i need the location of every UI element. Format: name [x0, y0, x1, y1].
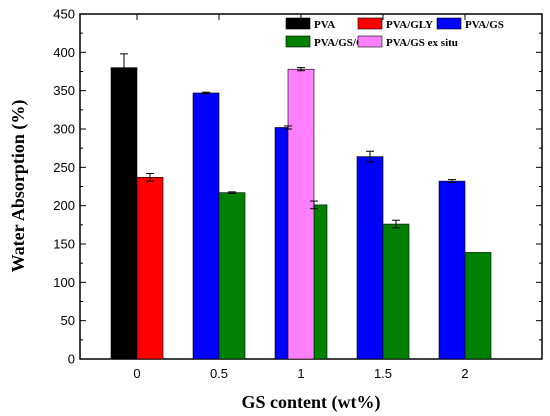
legend-swatch — [357, 35, 383, 48]
legend-label: PVA — [314, 19, 335, 31]
x-axis-ticks: 0 0.5 1 1.5 2 — [133, 14, 469, 381]
x-tick-label: 1.5 — [374, 366, 392, 381]
y-axis-title: Water Absorption (%) — [8, 100, 29, 273]
y-tick-label: 200 — [53, 198, 75, 213]
y-tick-label: 300 — [53, 122, 75, 137]
y-tick-label: 350 — [53, 83, 75, 98]
error-bar-group — [120, 53, 456, 229]
y-tick-label: 450 — [53, 7, 75, 22]
y-tick-label: 100 — [53, 275, 75, 290]
y-tick-label: 50 — [61, 313, 75, 328]
x-tick-label: 0.5 — [210, 366, 228, 381]
x-tick-label: 1 — [297, 366, 304, 381]
bar-pva-gly — [136, 177, 164, 360]
y-tick-label: 150 — [53, 237, 75, 252]
bar-pva-gs-gly — [464, 252, 492, 360]
y-tick-label: 0 — [68, 352, 75, 367]
legend-label: PVA/GS — [465, 19, 504, 31]
bar-pva-gs-ex-situ — [287, 68, 315, 360]
y-axis-ticks: 0 50 100 150 200 250 300 350 400 450 — [53, 7, 542, 367]
x-axis-title: GS content (wt%) — [242, 392, 381, 413]
x-tick-label: 2 — [461, 366, 468, 381]
legend-label: PVA/GLY — [386, 19, 433, 31]
legend-swatch — [285, 17, 311, 30]
legend-label: PVA/GS ex situ — [386, 37, 458, 49]
y-tick-label: 400 — [53, 45, 75, 60]
bar-pva-gs — [192, 92, 220, 360]
legend-swatch — [436, 17, 462, 30]
bar-pva — [110, 67, 138, 360]
bar-group — [110, 67, 492, 360]
legend-swatch — [357, 17, 383, 30]
bar-pva-gs-gly — [218, 192, 246, 360]
y-tick-label: 250 — [53, 160, 75, 175]
x-tick-label: 0 — [133, 366, 140, 381]
bar-pva-gs-gly — [382, 223, 410, 360]
bar-pva-gs — [356, 156, 384, 360]
legend-swatch — [285, 35, 311, 48]
bar-pva-gs — [438, 180, 466, 360]
